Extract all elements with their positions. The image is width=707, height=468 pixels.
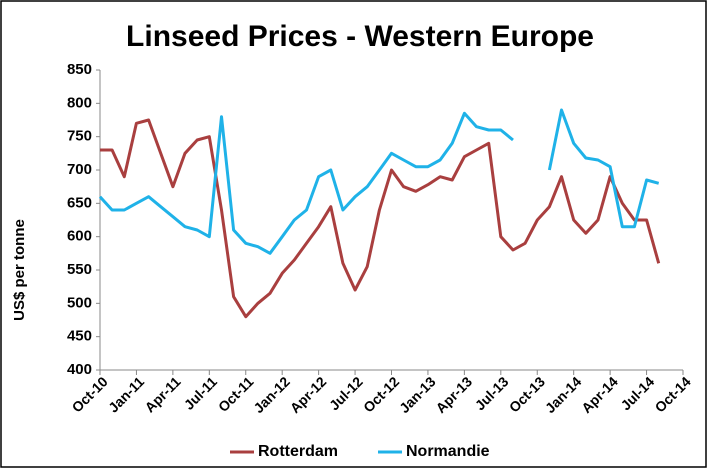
y-tick-label: 700 [67, 161, 92, 178]
chart-title: Linseed Prices - Western Europe [126, 20, 594, 53]
y-tick-label: 400 [67, 361, 92, 378]
legend-label: Rotterdam [258, 443, 338, 460]
y-tick-label: 450 [67, 328, 92, 345]
y-tick-label: 800 [67, 94, 92, 111]
y-tick-label: 850 [67, 61, 92, 78]
y-tick-label: 750 [67, 128, 92, 145]
series-line [98, 108, 660, 255]
y-axis-label: US$ per tonne [11, 219, 28, 321]
y-tick-label: 600 [67, 228, 92, 245]
y-tick-label: 550 [67, 261, 92, 278]
legend-label: Normandie [406, 443, 490, 460]
series-line [100, 118, 661, 319]
y-tick-label: 650 [67, 194, 92, 211]
y-tick-label: 500 [67, 294, 92, 311]
